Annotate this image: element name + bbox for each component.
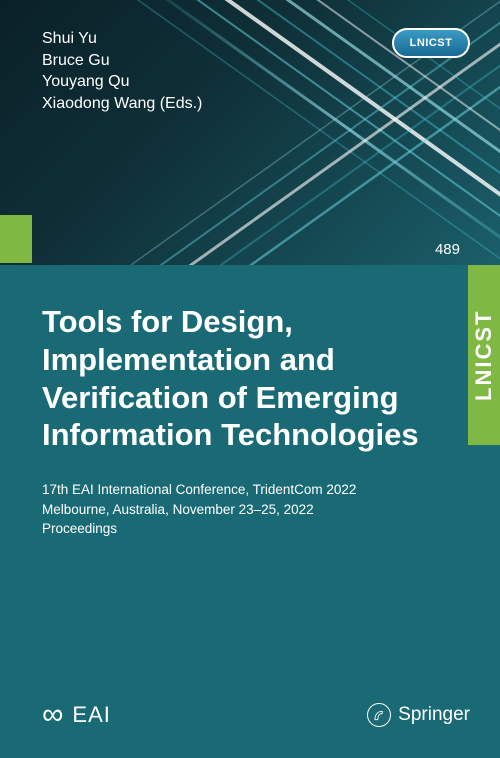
volume-number: 489: [435, 241, 460, 258]
book-subtitle: 17th EAI International Conference, Tride…: [42, 480, 458, 539]
subtitle-line: 17th EAI International Conference, Tride…: [42, 480, 458, 500]
eai-logo: ∞ EAI: [42, 698, 111, 732]
springer-logo: Springer: [367, 703, 470, 727]
editor-name: Shui Yu: [42, 28, 202, 50]
top-graphic-section: Shui Yu Bruce Gu Youyang Qu Xiaodong Wan…: [0, 0, 500, 265]
subtitle-line: Melbourne, Australia, November 23–25, 20…: [42, 500, 458, 520]
editor-name: Bruce Gu: [42, 50, 202, 72]
editor-name: Xiaodong Wang (Eds.): [42, 93, 202, 115]
springer-horse-icon: [367, 703, 391, 727]
publisher-logos: ∞ EAI Springer: [42, 698, 470, 732]
badge-text: LNICST: [410, 37, 453, 49]
book-title: Tools for Design, Implementation and Ver…: [42, 303, 442, 454]
subtitle-line: Proceedings: [42, 519, 458, 539]
main-content-section: Tools for Design, Implementation and Ver…: [0, 265, 500, 758]
editor-name: Youyang Qu: [42, 71, 202, 93]
green-accent-tab: [0, 215, 32, 263]
springer-text: Springer: [398, 704, 470, 726]
infinity-icon: ∞: [42, 698, 64, 732]
spine-series-label: LNICST: [468, 265, 500, 445]
lnicst-badge: LNICST: [392, 28, 470, 58]
eai-text: EAI: [72, 702, 110, 728]
book-cover: Shui Yu Bruce Gu Youyang Qu Xiaodong Wan…: [0, 0, 500, 758]
editors-list: Shui Yu Bruce Gu Youyang Qu Xiaodong Wan…: [42, 28, 202, 114]
